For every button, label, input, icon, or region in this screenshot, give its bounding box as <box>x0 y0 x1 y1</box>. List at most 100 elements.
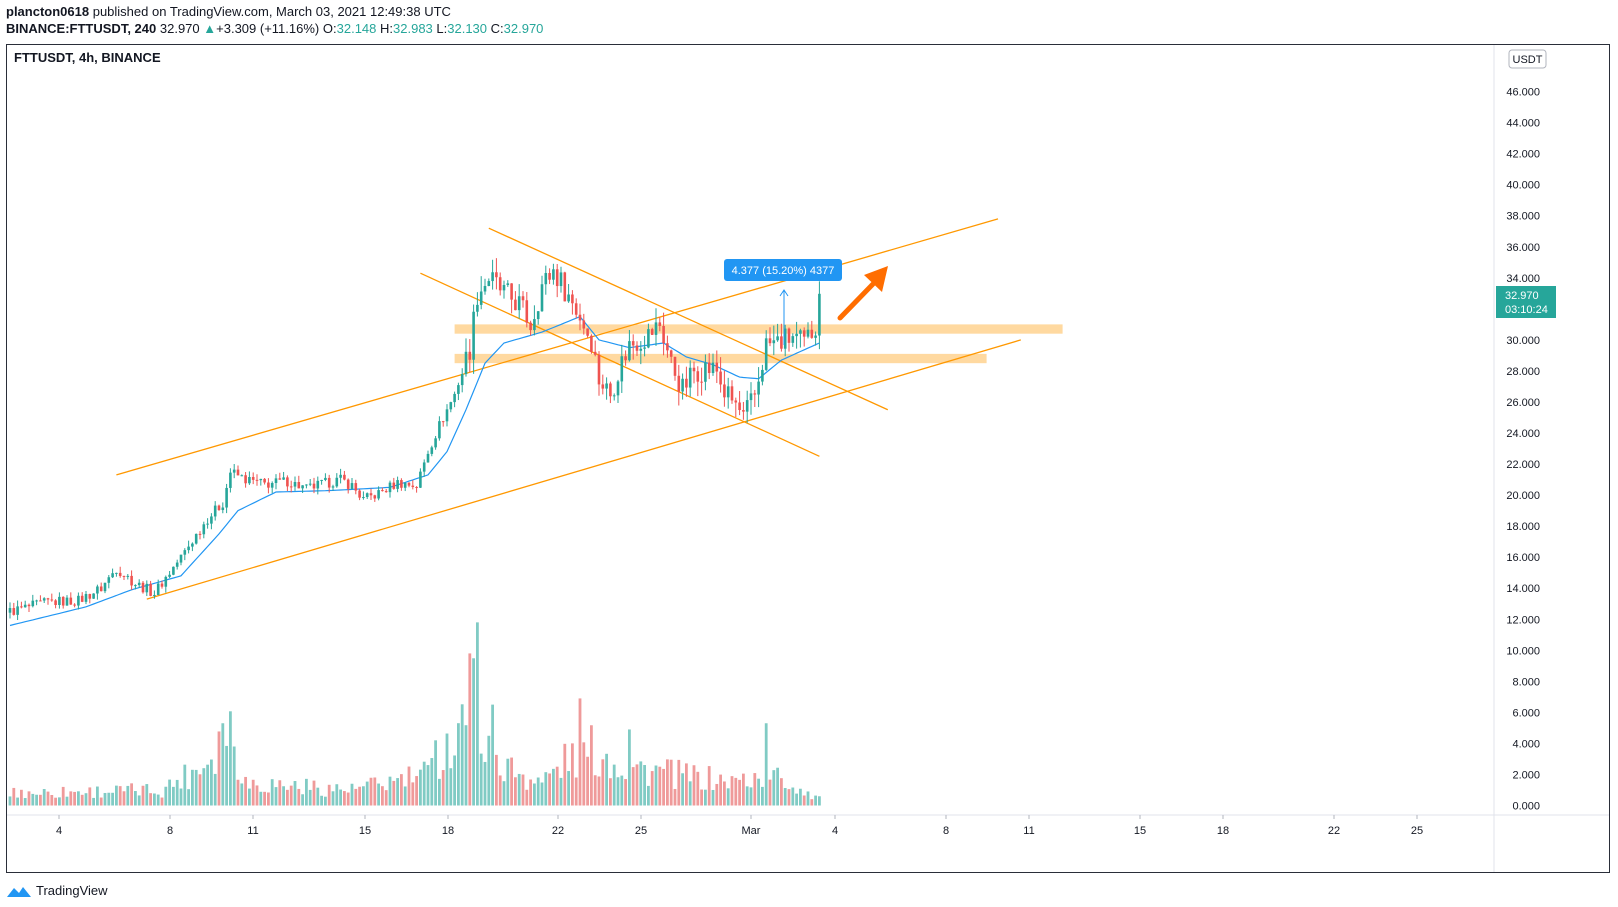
candle-body <box>20 606 23 608</box>
volume-bar <box>263 791 266 806</box>
candle-body <box>354 483 358 491</box>
candle-body <box>631 341 635 346</box>
candle-body <box>202 524 206 535</box>
candle-body <box>305 484 308 486</box>
candle-body <box>567 294 570 302</box>
volume-bar <box>597 776 601 806</box>
price-tick-label: 4.000 <box>1512 738 1540 750</box>
channel-lower-line[interactable] <box>146 339 1021 600</box>
candle-body <box>806 329 810 337</box>
candle-body <box>111 573 114 578</box>
candle-body <box>571 294 574 304</box>
candle-body <box>696 371 700 382</box>
candle-body <box>373 495 377 499</box>
ema-line[interactable] <box>9 315 820 627</box>
volume-bar <box>525 789 529 806</box>
last-price-tag-box <box>1496 286 1556 318</box>
channel-upper-line[interactable] <box>116 218 999 476</box>
candle-body <box>179 554 183 563</box>
candle-body <box>624 356 627 361</box>
candle-body <box>552 269 555 280</box>
volume-bar <box>601 759 605 806</box>
candle-body <box>578 314 582 321</box>
volume-bar <box>358 786 361 806</box>
volume-bar <box>403 786 407 806</box>
candle-body <box>525 300 529 323</box>
candle-body <box>491 272 494 282</box>
volume-bar <box>506 758 510 806</box>
volume-bar <box>407 766 411 806</box>
volume-bar <box>240 783 244 806</box>
candle-body <box>400 480 403 488</box>
volume-bar <box>510 757 513 806</box>
support-zone-0[interactable] <box>454 324 1063 334</box>
tradingview-footer[interactable]: TradingView <box>6 883 108 898</box>
candle-body <box>479 291 483 305</box>
volume-bar <box>806 791 810 806</box>
volume-bar <box>533 783 536 806</box>
volume-bar <box>578 698 582 806</box>
published-info: published on TradingView.com, March 03, … <box>92 4 451 19</box>
low-value: 32.130 <box>447 21 488 36</box>
volume-bar <box>799 788 802 806</box>
candle-body <box>445 409 449 422</box>
volume-bar <box>616 777 620 806</box>
volume-bar <box>555 766 559 806</box>
candle-body <box>757 381 760 395</box>
volume-bar <box>780 778 783 806</box>
volume-bar <box>99 797 103 806</box>
candle-body <box>407 482 411 486</box>
time-tick-label: Mar <box>742 825 761 837</box>
volume-bar <box>301 794 304 806</box>
volume-bar <box>396 778 399 806</box>
wedge-lower-line[interactable] <box>420 272 820 457</box>
price-tick-label: 34.000 <box>1506 273 1540 285</box>
volume-bar <box>134 791 137 806</box>
candle-body <box>814 335 817 338</box>
candle-body <box>343 474 346 480</box>
candle-body <box>548 273 551 280</box>
volume-bar <box>274 787 278 806</box>
candle-body <box>39 600 42 602</box>
candle-body <box>457 385 460 394</box>
candle-body <box>673 356 677 376</box>
time-tick-label: 25 <box>635 825 647 837</box>
breakout-arrow-icon[interactable] <box>837 266 888 321</box>
measure-label: 4.377 (15.20%) 4377 <box>732 265 835 277</box>
candle-body <box>103 582 107 592</box>
volume-bar <box>210 759 213 806</box>
volume-bar <box>590 725 593 806</box>
candle-body <box>761 369 764 382</box>
wedge-upper-line[interactable] <box>488 227 889 411</box>
volume-bar <box>156 794 160 806</box>
price-tick-label: 46.000 <box>1506 87 1540 99</box>
candle-body <box>145 583 149 593</box>
volume-bar <box>521 774 525 806</box>
candle-body <box>738 402 741 411</box>
candle-body <box>274 478 278 484</box>
candle-body <box>517 296 521 311</box>
candle-body <box>658 322 662 326</box>
measure-tool[interactable]: 4.377 (15.20%) 4377 <box>724 259 842 345</box>
candle-body <box>187 546 190 551</box>
chart-title: FTTUSDT, 4h, BINANCE <box>14 50 161 65</box>
volume-bar <box>69 791 73 806</box>
volume-bar <box>388 776 392 806</box>
author-name[interactable]: plancton0618 <box>6 4 90 19</box>
candle-body <box>80 595 84 602</box>
volume-bar <box>491 704 494 806</box>
candle-body <box>555 269 559 287</box>
volume-bar <box>529 779 532 806</box>
candle-body <box>126 575 130 577</box>
price-tick-label: 16.000 <box>1506 552 1540 564</box>
candle-body <box>240 475 244 477</box>
candle-body <box>278 478 282 480</box>
candle-body <box>248 476 251 484</box>
candle-body <box>88 594 92 599</box>
candle-body <box>308 483 312 485</box>
volume-bar <box>605 753 608 806</box>
candle-body <box>688 367 692 388</box>
currency-badge[interactable]: USDT <box>1508 49 1547 69</box>
candle-body <box>574 303 578 315</box>
